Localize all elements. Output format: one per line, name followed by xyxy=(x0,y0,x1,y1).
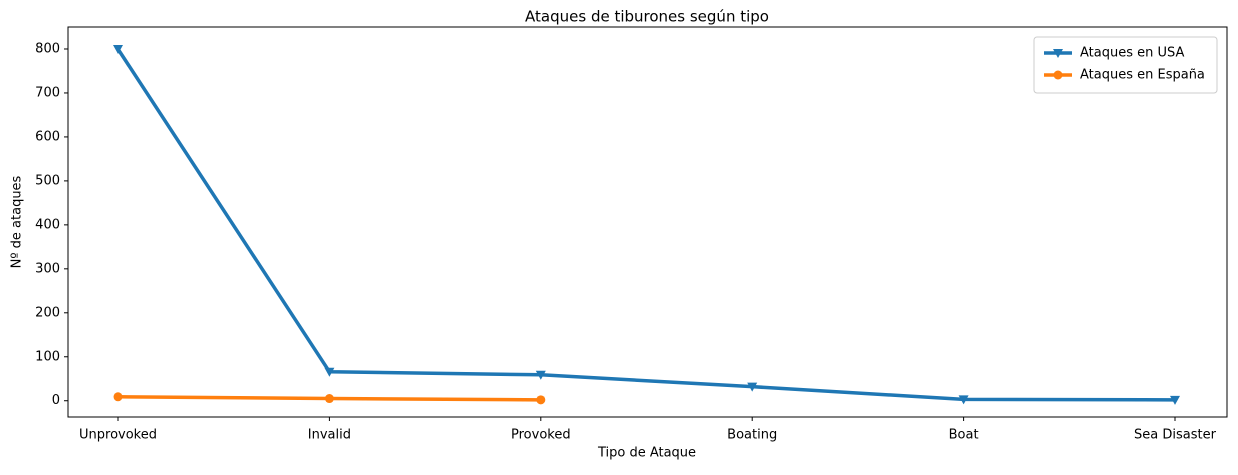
plot-frame xyxy=(67,26,1228,418)
marker xyxy=(535,370,546,380)
marker xyxy=(536,395,546,405)
x-tick-label: Provoked xyxy=(511,428,571,443)
y-tick-label: 300 xyxy=(35,261,60,276)
y-tick-label: 400 xyxy=(35,217,60,232)
marker xyxy=(113,44,123,54)
x-tick-label: Unprovoked xyxy=(79,428,157,443)
marker xyxy=(324,394,334,404)
legend-box xyxy=(1033,36,1218,94)
x-tick-label: Invalid xyxy=(308,428,351,443)
marker xyxy=(113,392,123,402)
y-axis-label: Nº de ataques xyxy=(10,175,25,268)
chart-title: Ataques de tiburones según tipo xyxy=(525,8,769,26)
y-tick-label: 0 xyxy=(52,393,60,408)
series-line xyxy=(116,48,1176,402)
y-tick-label: 800 xyxy=(35,41,60,56)
marker xyxy=(747,382,758,392)
marker xyxy=(1053,70,1063,80)
marker xyxy=(1053,49,1063,58)
marker xyxy=(1170,395,1180,405)
x-axis-label: Tipo de Ataque xyxy=(597,446,696,461)
legend-label: Ataques en USA xyxy=(1080,46,1185,61)
y-tick-label: 200 xyxy=(35,305,60,320)
marker xyxy=(958,395,969,405)
legend-label: Ataques en España xyxy=(1080,68,1205,83)
marker xyxy=(324,367,335,377)
y-tick-label: 600 xyxy=(35,129,60,144)
x-tick-label: Boating xyxy=(727,428,777,443)
y-tick-label: 700 xyxy=(35,85,60,100)
y-tick-label: 100 xyxy=(35,349,60,364)
x-tick-label: Boat xyxy=(949,428,979,443)
x-tick-label: Sea Disaster xyxy=(1134,428,1217,443)
y-tick-label: 500 xyxy=(35,173,60,188)
